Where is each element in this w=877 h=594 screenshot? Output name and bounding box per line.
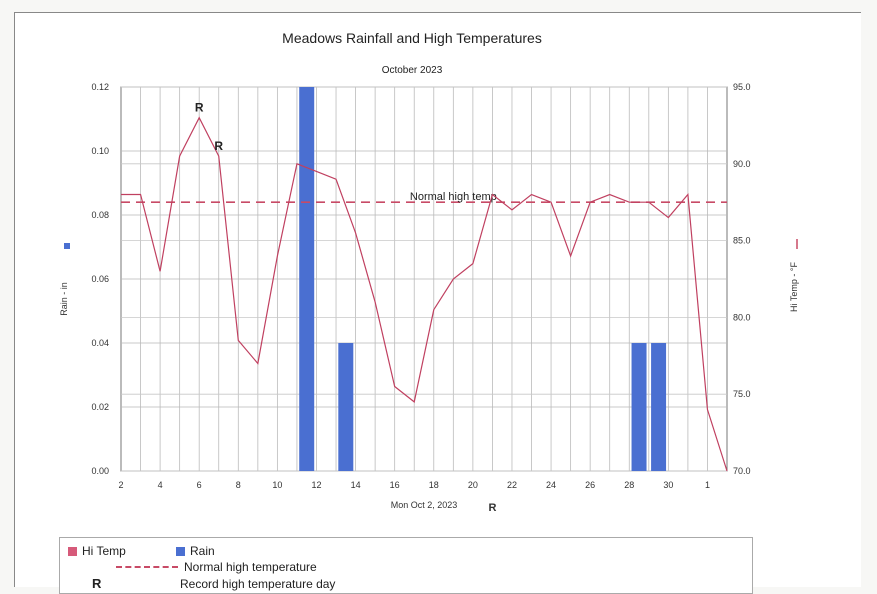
y-tick-label-right: 90.0 xyxy=(733,159,751,169)
chart-subtitle: October 2023 xyxy=(382,65,443,76)
dashed-line-icon xyxy=(116,566,178,568)
y-tick-label-right: 70.0 xyxy=(733,466,751,476)
x-tick-label: 26 xyxy=(585,480,595,490)
legend-entry-rain: Rain xyxy=(176,544,215,558)
y-tick-label-right: 85.0 xyxy=(733,236,751,246)
y-tick-label-right: 80.0 xyxy=(733,312,751,322)
legend-hi-temp-label: Hi Temp xyxy=(82,544,126,558)
rain-swatch-icon xyxy=(176,546,185,556)
legend-rain-label: Rain xyxy=(190,544,215,558)
y-tick-label-left: 0.06 xyxy=(91,274,109,284)
y-tick-label-left: 0.10 xyxy=(91,146,109,156)
rain-bar xyxy=(338,343,354,471)
y-axis-label-right: Hi Temp - °F xyxy=(789,262,799,312)
record-mark: R xyxy=(92,576,102,591)
x-tick-label: 12 xyxy=(311,480,321,490)
y-tick-label-right: 75.0 xyxy=(733,389,751,399)
y-tick-label-right: 95.0 xyxy=(733,82,751,92)
legend-entry-hi-temp: Hi Temp xyxy=(68,544,126,558)
x-tick-label: 18 xyxy=(429,480,439,490)
page-frame: Meadows Rainfall and High Temperatures Oc… xyxy=(14,12,861,594)
record-mark: R xyxy=(214,139,223,153)
x-tick-label: 1 xyxy=(705,480,710,490)
rain-bar xyxy=(651,343,667,471)
legend: Hi Temp Rain Normal high temperature R R… xyxy=(59,537,753,594)
y-tick-label-left: 0.04 xyxy=(91,338,109,348)
x-tick-label: 28 xyxy=(624,480,634,490)
y-tick-label-left: 0.00 xyxy=(91,466,109,476)
x-tick-label: 22 xyxy=(507,480,517,490)
record-mark: R xyxy=(195,101,204,115)
legend-entry-normal: Normal high temperature xyxy=(68,560,317,574)
x-tick-label: 30 xyxy=(663,480,673,490)
rain-bar xyxy=(631,343,647,471)
x-tick-label: 14 xyxy=(351,480,361,490)
x-tick-label: 8 xyxy=(236,480,241,490)
y-tick-label-left: 0.02 xyxy=(91,402,109,412)
record-mark: R xyxy=(488,502,496,514)
chart: Meadows Rainfall and High Temperatures Oc… xyxy=(59,30,799,514)
x-tick-label: 16 xyxy=(390,480,400,490)
x-tick-label: 20 xyxy=(468,480,478,490)
x-tick-label: 24 xyxy=(546,480,556,490)
y-tick-label-left: 0.12 xyxy=(91,82,109,92)
x-tick-label: 4 xyxy=(158,480,163,490)
y-axis-label-left: Rain - in xyxy=(59,282,69,316)
hi-temp-swatch-icon xyxy=(68,546,77,556)
chart-title: Meadows Rainfall and High Temperatures xyxy=(282,30,542,46)
rain-axis-marker-icon xyxy=(64,243,70,249)
legend-entry-record: R Record high temperature day xyxy=(68,576,335,591)
legend-normal-label: Normal high temperature xyxy=(184,560,317,574)
hi-temp-line xyxy=(121,116,728,472)
rain-bar xyxy=(299,87,315,471)
legend-record-label: Record high temperature day xyxy=(180,576,336,591)
x-tick-label: 2 xyxy=(118,480,123,490)
x-tick-label: 6 xyxy=(197,480,202,490)
y-tick-label-left: 0.08 xyxy=(91,210,109,220)
normal-high-label: Normal high temp xyxy=(410,191,497,203)
x-tick-label: 10 xyxy=(272,480,282,490)
x-axis-label: Mon Oct 2, 2023 xyxy=(391,500,458,510)
